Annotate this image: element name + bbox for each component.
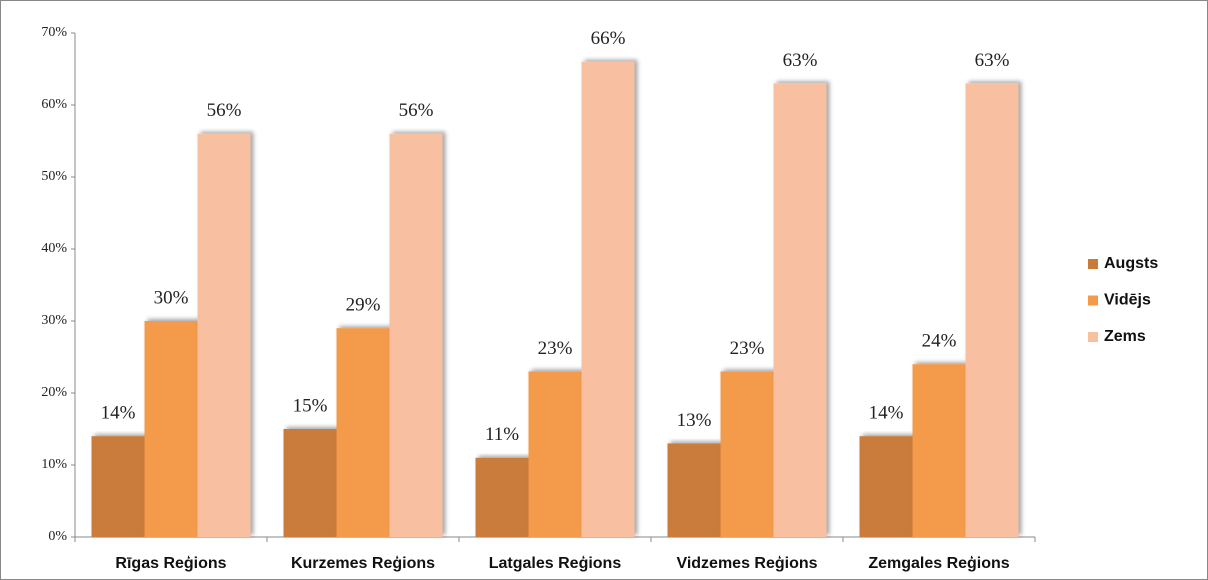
value-label: 15% [293,395,328,416]
x-tick-label: Kurzemes Reģions [291,554,435,572]
bar [528,371,582,537]
legend-label: Vidējs [1104,292,1151,309]
y-tick-label: 40% [41,241,67,256]
x-tick-label: Rīgas Reģions [115,554,226,572]
bar [912,364,966,537]
bar [144,321,198,537]
value-label: 56% [399,100,434,121]
value-label: 24% [922,331,957,352]
value-label: 14% [101,403,136,424]
legend-swatch [1088,259,1098,269]
y-tick-label: 60% [41,97,67,112]
bar [859,436,913,537]
legend-label: Zems [1104,328,1146,345]
y-tick-label: 20% [41,385,67,400]
legend-label: Augsts [1104,255,1158,272]
bar [283,429,337,537]
value-label: 66% [591,28,626,49]
bar [581,61,635,538]
value-label: 13% [677,410,712,431]
value-label: 29% [346,295,381,316]
value-label: 11% [485,424,519,445]
value-label: 23% [538,338,573,359]
bar [720,371,774,537]
y-tick-label: 30% [41,313,67,328]
bar [389,133,443,538]
bar [336,328,390,537]
legend-swatch [1088,332,1098,342]
y-tick-label: 0% [48,529,67,544]
value-label: 23% [730,338,765,359]
x-tick-label: Vidzemes Reģions [676,554,817,572]
value-label: 63% [783,50,818,71]
y-tick-label: 70% [41,25,67,40]
legend-swatch [1088,295,1098,306]
value-label: 14% [869,403,904,424]
y-tick-label: 50% [41,169,67,184]
x-tick-label: Latgales Reģions [489,554,622,572]
bar [91,436,145,537]
bar [965,83,1019,538]
bar [773,83,827,538]
bar [667,443,721,537]
value-label: 56% [207,100,242,121]
y-tick-label: 10% [41,457,67,472]
value-label: 30% [154,287,189,308]
bar [197,133,251,538]
bar [475,457,529,537]
value-label: 63% [975,50,1010,71]
x-tick-label: Zemgales Reģions [868,554,1009,572]
